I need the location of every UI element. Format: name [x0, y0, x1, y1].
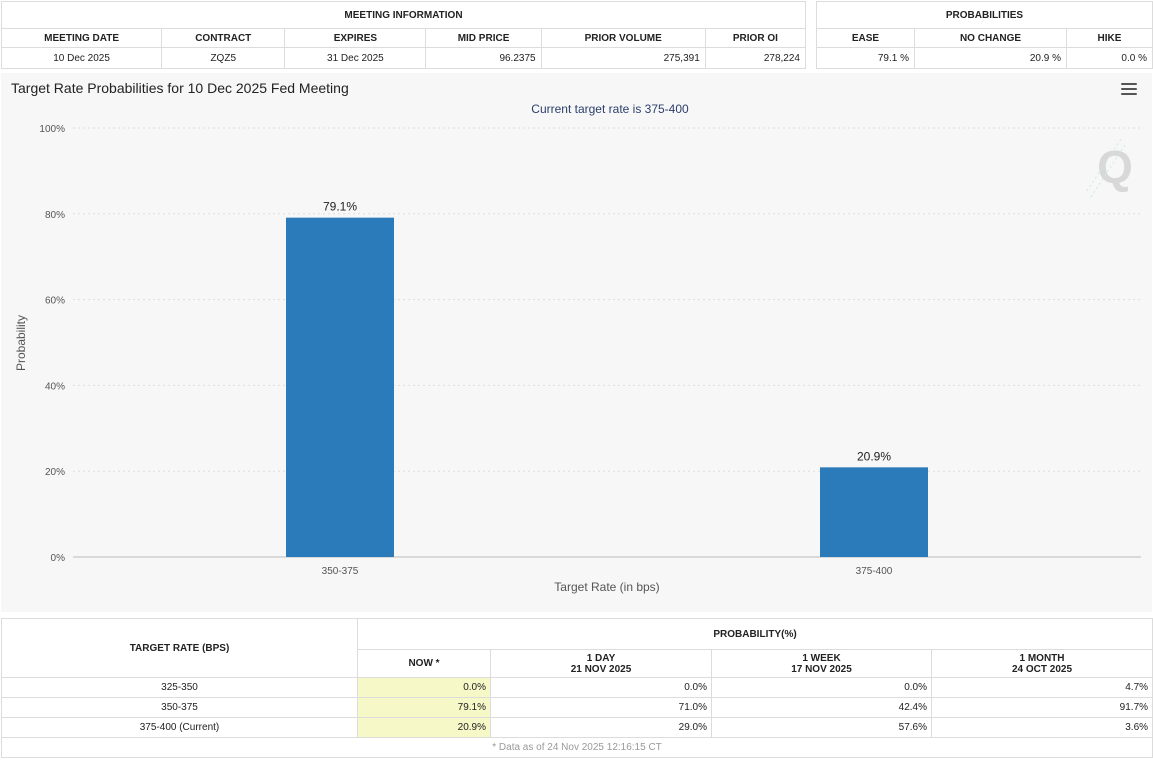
hamburger-menu-icon[interactable]	[1121, 83, 1137, 97]
prior-oi-value: 278,224	[704, 47, 807, 69]
q-logo-text: Q	[1097, 141, 1133, 193]
col-header-prior-oi: PRIOR OI	[704, 28, 807, 48]
expires-value: 31 Dec 2025	[284, 47, 427, 69]
chart-subtitle: Current target rate is 375-400	[531, 102, 689, 116]
one-month-value: 91.7%	[930, 697, 1153, 718]
x-axis-label: Target Rate (in bps)	[554, 580, 659, 594]
one-month-value: 3.6%	[930, 717, 1153, 738]
chart-bars	[286, 217, 928, 557]
col-header-now: NOW *	[357, 649, 491, 678]
col-header-ease: EASE	[816, 28, 915, 48]
y-tick-label: 80%	[45, 210, 65, 221]
probabilities-table: PROBABILITIES EASE NO CHANGE HIKE 79.1 %…	[816, 1, 1153, 69]
contract-value: ZQZ5	[161, 47, 286, 69]
table-row: 325-350 0.0% 0.0% 0.0% 4.7%	[1, 677, 1153, 698]
col-header-1-week: 1 WEEK 17 NOV 2025	[711, 649, 932, 678]
target-rate-probability-table: TARGET RATE (BPS) PROBABILITY(%) NOW * 1…	[0, 618, 1153, 758]
one-month-value: 4.7%	[930, 677, 1153, 698]
x-tick-label: 350-375	[322, 566, 359, 577]
rate-label: 350-375	[1, 697, 358, 718]
col-header-no-change: NO CHANGE	[914, 28, 1067, 48]
meeting-information-table: MEETING INFORMATION MEETING DATE CONTRAC…	[0, 1, 807, 69]
col-header-meeting-date: MEETING DATE	[0, 28, 163, 48]
x-tick-label: 375-400	[856, 566, 893, 577]
col-header-contract: CONTRACT	[161, 28, 286, 48]
data-timestamp-footnote: * Data as of 24 Nov 2025 12:16:15 CT	[0, 737, 1153, 758]
q-logo-icon: Q	[1086, 138, 1133, 198]
col-header-probability: PROBABILITY(%)	[356, 618, 1153, 650]
one-day-value: 0.0%	[490, 677, 712, 698]
chart-gridlines	[73, 127, 1141, 558]
y-axis-label: Probability	[14, 315, 28, 371]
y-tick-label: 0%	[51, 553, 66, 564]
mid-price-value: 96.2375	[425, 47, 542, 69]
ease-value: 79.1 %	[816, 47, 915, 69]
table-row: 350-375 79.1% 71.0% 42.4% 91.7%	[1, 697, 1153, 718]
menu-bar	[1121, 83, 1137, 85]
now-value: 0.0%	[357, 677, 491, 698]
chart-plot-area: Q 0% 20% 40% 60% 80% 100% 79.1% 350-375 20.9% 375…	[14, 124, 1141, 594]
one-day-value: 29.0%	[490, 717, 712, 738]
col-header-hike: HIKE	[1066, 28, 1153, 48]
meeting-date-value: 10 Dec 2025	[0, 47, 163, 69]
now-value: 79.1%	[357, 697, 491, 718]
menu-bar	[1121, 93, 1137, 95]
target-rate-chart: Target Rate Probabilities for 10 Dec 202…	[1, 73, 1152, 612]
one-week-value: 0.0%	[711, 677, 932, 698]
one-week-value: 42.4%	[711, 697, 932, 718]
y-tick-label: 40%	[45, 381, 65, 392]
meeting-information-title: MEETING INFORMATION	[1, 1, 806, 29]
one-day-value: 71.0%	[490, 697, 712, 718]
col-header-mid-price: MID PRICE	[425, 28, 542, 48]
col-header-1-day: 1 DAY 21 NOV 2025	[490, 649, 712, 678]
bar-data-label: 20.9%	[857, 449, 891, 463]
chart-title: Target Rate Probabilities for 10 Dec 202…	[11, 80, 349, 96]
bar-375-400[interactable]	[820, 467, 928, 557]
now-value: 20.9%	[357, 717, 491, 738]
col-header-prior-volume: PRIOR VOLUME	[540, 28, 706, 48]
rate-label: 325-350	[1, 677, 358, 698]
col-header-1-month: 1 MONTH 24 OCT 2025	[930, 649, 1153, 678]
rate-label: 375-400 (Current)	[1, 717, 358, 738]
col-header-target-rate: TARGET RATE (BPS)	[1, 618, 358, 678]
y-tick-label: 60%	[45, 296, 65, 307]
probabilities-title: PROBABILITIES	[816, 1, 1153, 29]
bar-350-375[interactable]	[286, 217, 394, 557]
hike-value: 0.0 %	[1066, 47, 1153, 69]
table-row: 375-400 (Current) 20.9% 29.0% 57.6% 3.6%	[1, 717, 1153, 738]
no-change-value: 20.9 %	[914, 47, 1067, 69]
prior-volume-value: 275,391	[540, 47, 706, 69]
chart-labels: 0% 20% 40% 60% 80% 100% 79.1% 350-375 20.9% 375-4…	[39, 124, 892, 577]
bar-data-label: 79.1%	[323, 200, 357, 214]
menu-bar	[1121, 88, 1137, 90]
col-header-expires: EXPIRES	[284, 28, 427, 48]
y-tick-label: 20%	[45, 467, 65, 478]
y-tick-label: 100%	[39, 124, 65, 135]
one-week-value: 57.6%	[711, 717, 932, 738]
